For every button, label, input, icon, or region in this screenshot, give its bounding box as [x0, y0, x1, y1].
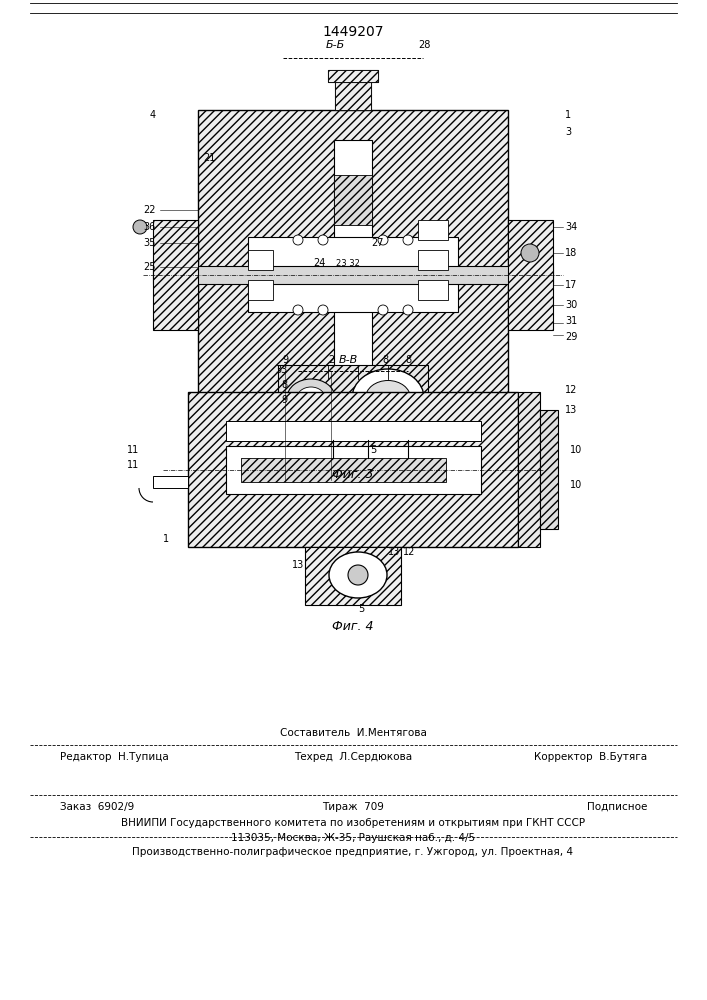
Bar [188, 392, 518, 547]
Circle shape [378, 235, 388, 245]
Text: 11: 11 [127, 445, 139, 455]
Text: 13: 13 [292, 560, 304, 570]
Bar [153, 220, 198, 330]
Text: 13: 13 [388, 547, 400, 557]
Bar [305, 547, 401, 605]
Circle shape [318, 305, 328, 315]
Text: 5: 5 [370, 445, 376, 455]
Bar [418, 280, 448, 300]
Text: Заказ  6902/9: Заказ 6902/9 [60, 802, 134, 812]
Circle shape [404, 454, 412, 462]
Text: 29: 29 [565, 332, 578, 342]
Text: 34: 34 [565, 222, 577, 232]
Circle shape [521, 244, 539, 262]
Bar [153, 476, 188, 488]
Text: 36: 36 [144, 222, 156, 232]
Text: 1: 1 [163, 534, 169, 544]
Text: Редактор  Н.Тупица: Редактор Н.Тупица [60, 752, 169, 762]
Ellipse shape [329, 552, 387, 598]
Bar [153, 266, 553, 284]
Ellipse shape [366, 380, 411, 416]
Text: В-В: В-В [339, 355, 358, 365]
Text: 12: 12 [565, 385, 578, 395]
Text: 10: 10 [570, 480, 582, 490]
Text: 25: 25 [144, 262, 156, 272]
Text: Б-Б: Б-Б [325, 40, 344, 50]
Text: 1449207: 1449207 [322, 25, 384, 39]
Text: 10: 10 [570, 445, 582, 455]
Bar [248, 250, 273, 270]
Text: 13: 13 [565, 405, 577, 415]
Bar [328, 70, 378, 82]
Text: Тираж  709: Тираж 709 [322, 802, 384, 812]
Text: 2: 2 [328, 355, 334, 365]
Bar [198, 110, 508, 440]
Text: 35: 35 [144, 238, 156, 248]
Text: 4: 4 [150, 110, 156, 120]
Text: 33: 33 [276, 365, 288, 375]
Bar [241, 458, 446, 482]
Text: 5: 5 [358, 604, 364, 614]
Text: 8: 8 [405, 355, 411, 365]
Circle shape [378, 305, 388, 315]
Bar [418, 250, 448, 270]
Text: 17: 17 [565, 280, 578, 290]
Text: Составитель  И.Ментягова: Составитель И.Ментягова [279, 728, 426, 738]
Circle shape [293, 305, 303, 315]
Bar [508, 220, 553, 330]
Circle shape [403, 305, 413, 315]
Text: ВНИИПИ Государственного комитета по изобретениям и открытиям при ГКНТ СССР: ВНИИПИ Государственного комитета по изоб… [121, 818, 585, 828]
Circle shape [133, 220, 147, 234]
Bar [334, 140, 372, 410]
Text: 12: 12 [403, 547, 416, 557]
Text: 27: 27 [371, 238, 383, 248]
Text: 11: 11 [127, 460, 139, 470]
Circle shape [318, 235, 328, 245]
Circle shape [364, 454, 372, 462]
Text: 24: 24 [314, 258, 326, 268]
Text: Техред  Л.Сердюкова: Техред Л.Сердюкова [294, 752, 412, 762]
Bar [334, 370, 372, 410]
Bar [278, 365, 428, 440]
Bar [248, 237, 458, 312]
Bar [248, 280, 273, 300]
Bar [335, 82, 371, 110]
Text: 1: 1 [565, 110, 571, 120]
Text: Корректор  В.Бутяга: Корректор В.Бутяга [534, 752, 647, 762]
Text: 31: 31 [565, 316, 577, 326]
Text: 9: 9 [282, 395, 288, 405]
Text: Фиг. 4: Фиг. 4 [332, 620, 374, 634]
Text: 28: 28 [418, 40, 431, 50]
Text: 18: 18 [565, 248, 577, 258]
Ellipse shape [352, 369, 424, 427]
Bar [518, 392, 540, 547]
Bar [335, 82, 371, 110]
Text: 23 32: 23 32 [336, 258, 360, 267]
Text: 30: 30 [565, 300, 577, 310]
Circle shape [293, 235, 303, 245]
Text: 9: 9 [282, 355, 288, 365]
Text: 3: 3 [565, 127, 571, 137]
Bar [540, 410, 558, 529]
Text: Подписное: Подписное [587, 802, 647, 812]
Circle shape [329, 454, 337, 462]
Bar [418, 220, 448, 240]
Text: 22: 22 [144, 205, 156, 215]
Bar [328, 70, 378, 82]
Text: 8: 8 [382, 355, 388, 365]
Ellipse shape [297, 387, 325, 409]
Circle shape [348, 565, 368, 585]
Text: 21: 21 [203, 153, 216, 163]
Bar [226, 421, 481, 441]
Circle shape [403, 235, 413, 245]
Bar [226, 446, 481, 494]
Text: 113035, Москва, Ж-35, Раушская наб., д. 4/5: 113035, Москва, Ж-35, Раушская наб., д. … [231, 833, 475, 843]
Ellipse shape [287, 379, 335, 417]
Text: Производственно-полиграфическое предприятие, г. Ужгород, ул. Проектная, 4: Производственно-полиграфическое предприя… [132, 847, 573, 857]
Bar [334, 175, 372, 225]
Text: Фиг. 3: Фиг. 3 [332, 468, 374, 482]
Text: 8: 8 [282, 380, 288, 390]
